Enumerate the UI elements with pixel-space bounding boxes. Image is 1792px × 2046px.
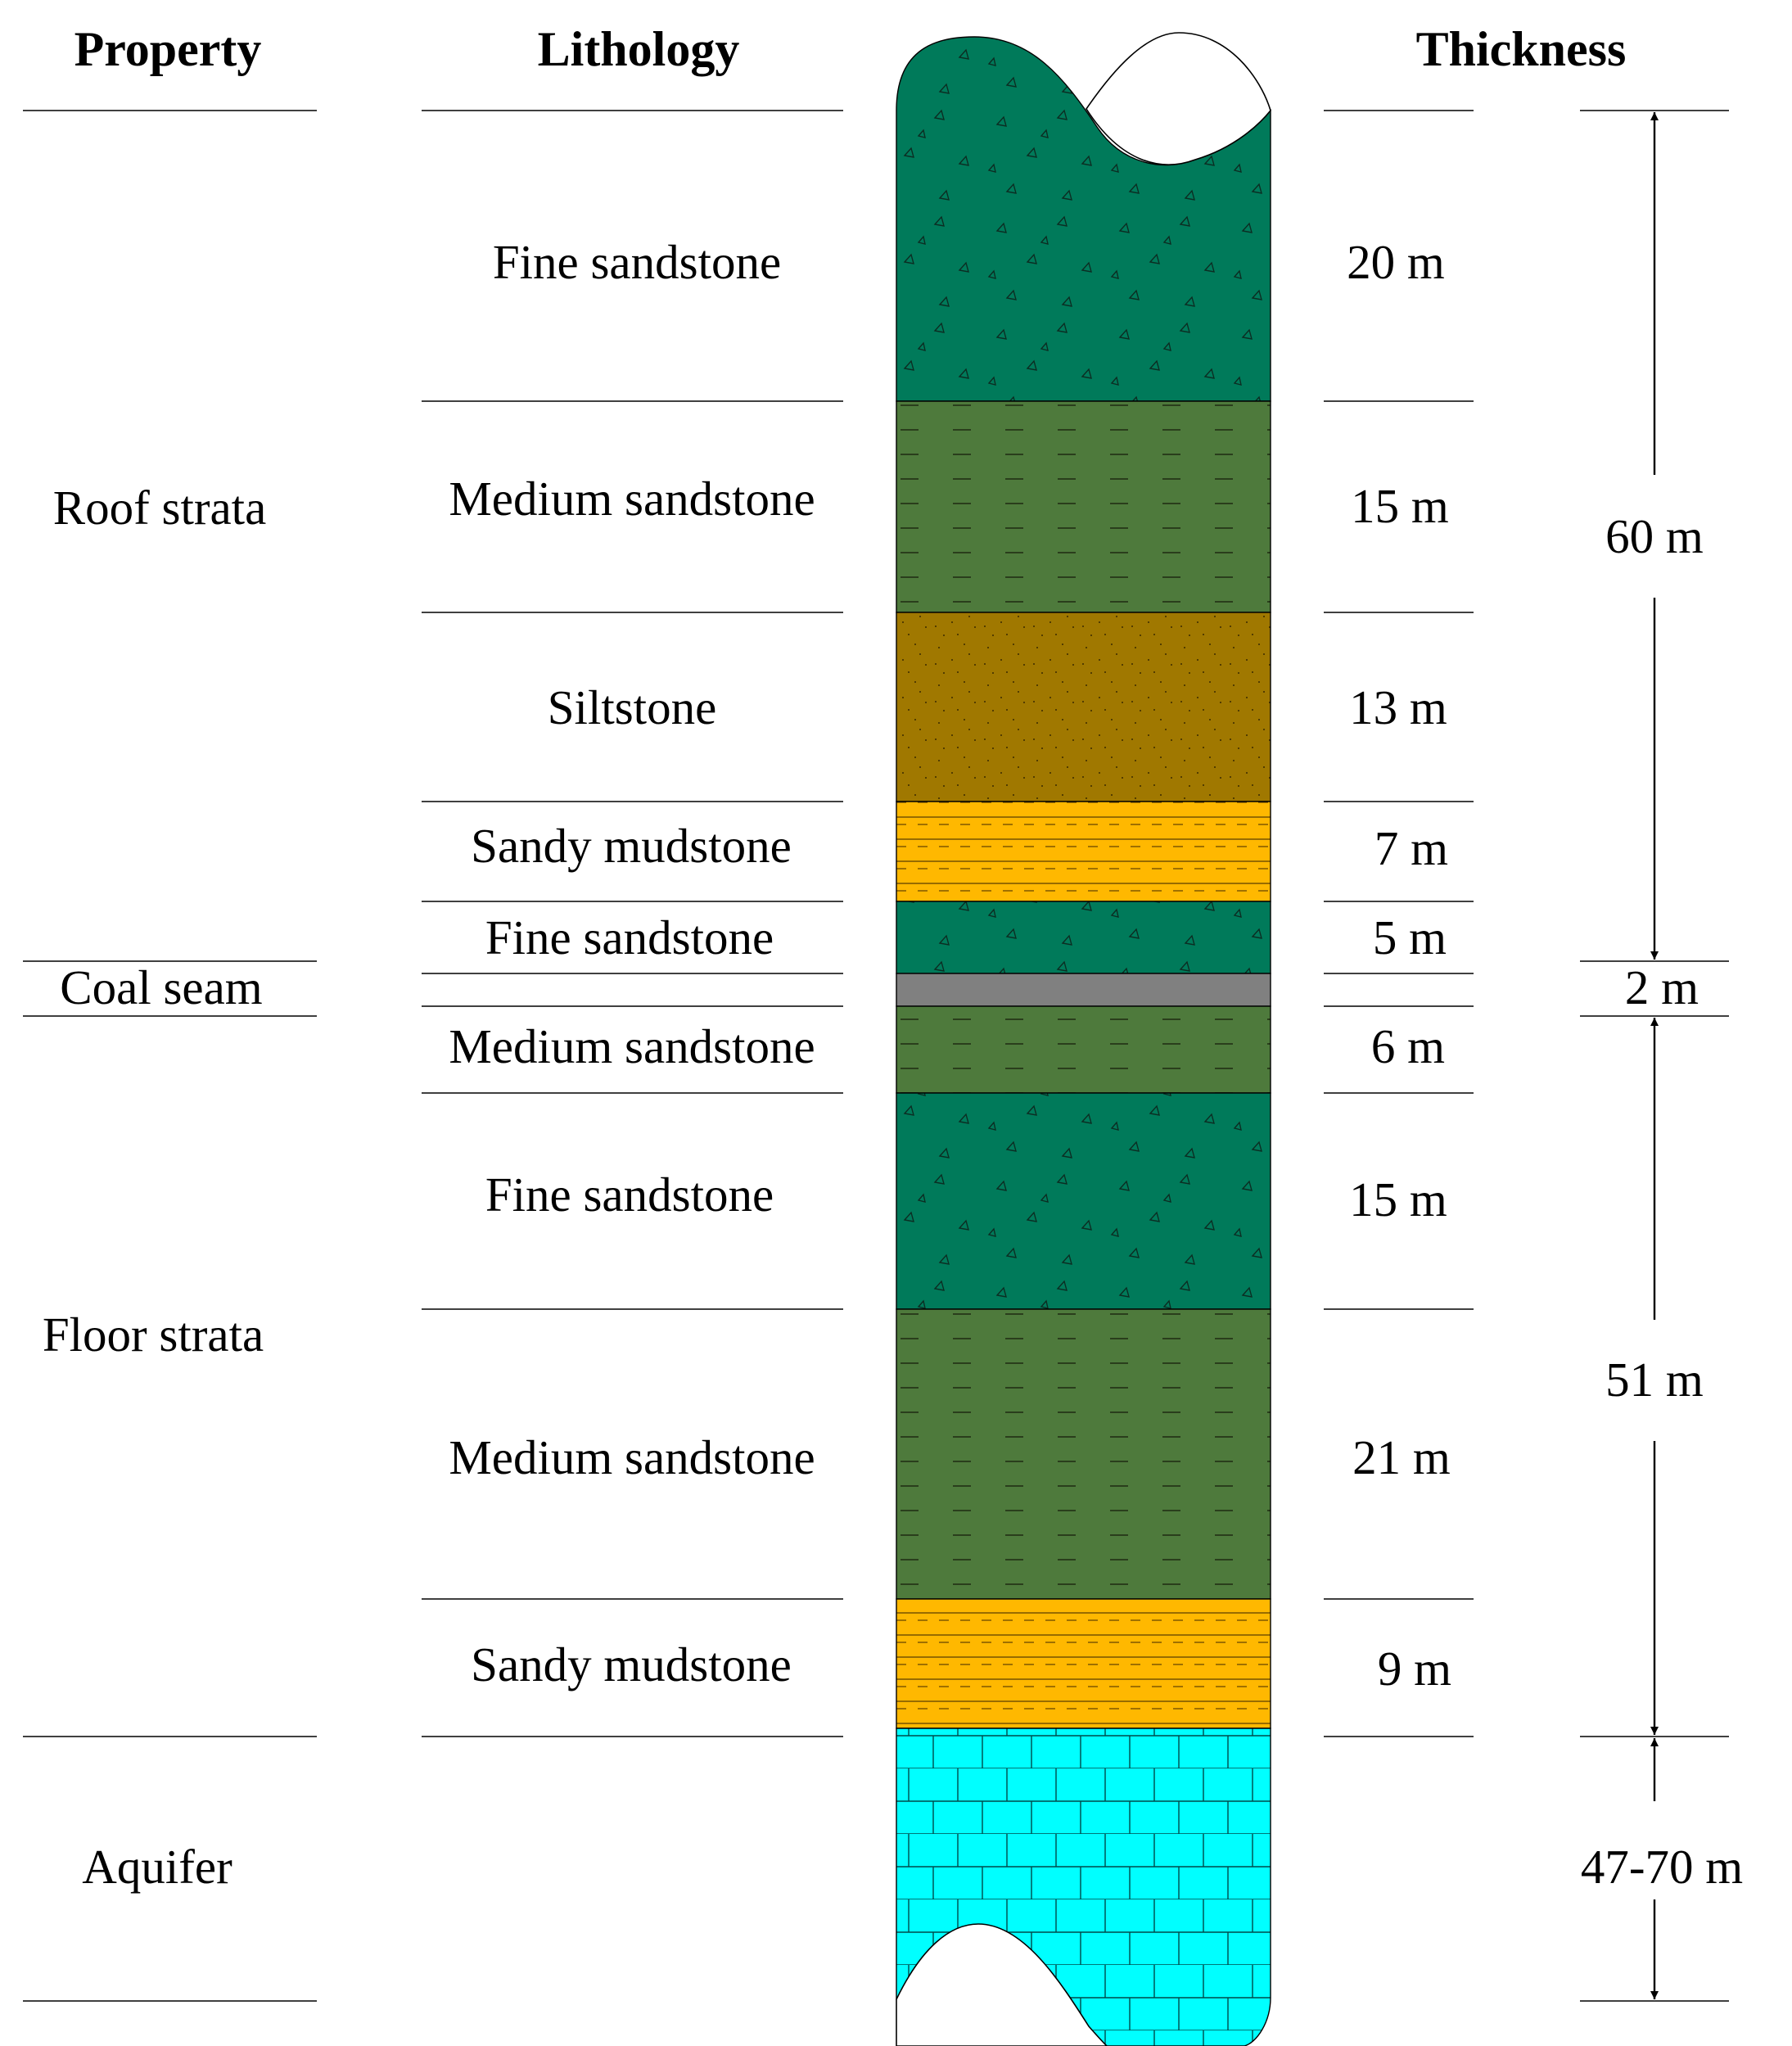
dimension-coal-seam: 2 m <box>1625 960 1699 1014</box>
lithology-label: Sandy mudstone <box>471 819 792 873</box>
bottom-break-cap <box>896 1923 1108 2046</box>
dimension-floor: 51 m <box>1605 1018 1704 1735</box>
layer-fine-sandstone <box>896 901 1271 974</box>
thickness-value: 21 m <box>1352 1430 1451 1484</box>
property-label-coal-seam: Coal seam <box>60 960 262 1014</box>
lithology-label: Fine sandstone <box>485 910 774 964</box>
thickness-value: 9 m <box>1378 1642 1451 1696</box>
rock-column <box>896 32 1271 2046</box>
group-thickness-label: 51 m <box>1605 1353 1704 1407</box>
lithology-label: Medium sandstone <box>449 472 815 526</box>
property-label-aquifer: Aquifer <box>82 1840 232 1894</box>
layer-medium-sandstone <box>896 1005 1271 1094</box>
thickness-value: 6 m <box>1371 1019 1445 1073</box>
layer-medium-sandstone <box>896 400 1271 613</box>
property-label-roof: Roof strata <box>53 481 267 535</box>
layer-sandy-mudstone <box>896 1598 1271 1729</box>
thickness-column: 20 m 15 m 13 m 7 m 5 m 6 m 15 m 21 m 9 m <box>1324 110 1474 1737</box>
dimension-aquifer: 47-70 m <box>1581 1738 1743 1999</box>
lithology-label: Medium sandstone <box>449 1019 815 1073</box>
group-thickness-label: 2 m <box>1625 960 1699 1014</box>
layer-siltstone <box>896 612 1271 802</box>
layer-fine-sandstone <box>896 1092 1271 1310</box>
layer-sandy-mudstone <box>896 801 1271 902</box>
thickness-value: 5 m <box>1373 910 1447 964</box>
group-thickness-column: 60 m 2 m 51 m 47-70 m <box>1580 110 1743 2002</box>
thickness-value: 20 m <box>1347 235 1445 289</box>
lithology-label: Fine sandstone <box>485 1168 774 1222</box>
dimension-roof: 60 m <box>1605 112 1704 960</box>
property-label-floor: Floor strata <box>43 1308 264 1362</box>
thickness-header: Thickness <box>1416 22 1627 76</box>
property-header: Property <box>74 22 262 76</box>
lithology-label: Sandy mudstone <box>471 1637 792 1691</box>
layer-medium-sandstone <box>896 1308 1271 1600</box>
group-thickness-label: 60 m <box>1605 509 1704 563</box>
thickness-value: 15 m <box>1351 479 1449 533</box>
thickness-value: 15 m <box>1349 1172 1447 1226</box>
lithology-label: Siltstone <box>548 680 717 734</box>
lithology-column: Fine sandstone Medium sandstone Siltston… <box>422 110 843 1737</box>
lithology-label: Fine sandstone <box>493 235 781 289</box>
property-column: Roof strata Coal seam Floor strata Aquif… <box>23 110 317 2002</box>
lithology-label: Medium sandstone <box>449 1430 815 1484</box>
group-thickness-label: 47-70 m <box>1581 1840 1743 1894</box>
layer-coal-seam <box>896 973 1271 1007</box>
thickness-value: 7 m <box>1374 821 1448 875</box>
thickness-value: 13 m <box>1349 680 1447 734</box>
top-break-cap <box>1086 32 1271 165</box>
lithology-header: Lithology <box>538 22 740 76</box>
